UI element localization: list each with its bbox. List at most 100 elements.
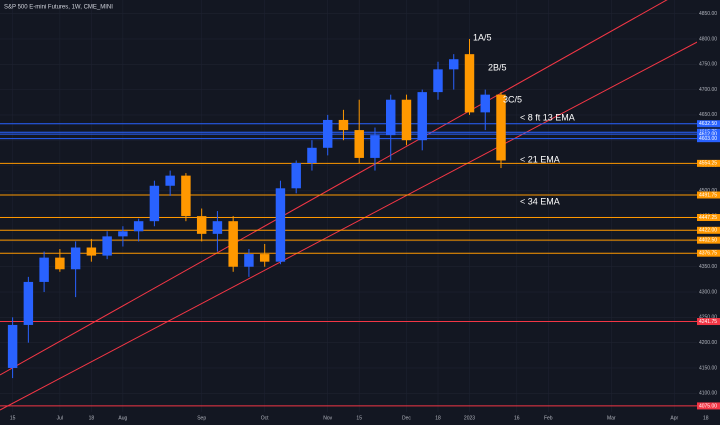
- annotation: < 8 ft 13 EMA: [520, 112, 575, 122]
- annotation: 3C/5: [503, 94, 522, 104]
- grid: [0, 0, 707, 412]
- x-tick-label: 15: [356, 415, 362, 421]
- y-tick-label: 4800.00: [699, 36, 717, 42]
- x-tick-label: 18: [435, 415, 441, 421]
- y-tick-label: 4100.00: [699, 391, 717, 397]
- annotation: 2B/5: [488, 62, 507, 72]
- candle-body: [228, 221, 238, 267]
- candle-body: [417, 92, 427, 141]
- candle-body: [496, 94, 506, 161]
- candle-body: [401, 99, 412, 141]
- candle-body: [322, 119, 333, 148]
- level-tag: [697, 249, 720, 257]
- candle-body: [39, 257, 49, 282]
- candle-body: [102, 236, 112, 256]
- candle-body: [259, 254, 270, 262]
- level-tag: [697, 226, 720, 234]
- level-tag: [697, 120, 720, 128]
- level-tag: [697, 159, 720, 167]
- candle-body: [181, 175, 191, 217]
- y-tick-label: 4300.00: [699, 289, 717, 295]
- level-tag: [697, 191, 720, 199]
- price-axis: [697, 0, 720, 412]
- candle-body: [354, 130, 364, 158]
- candle-body: [133, 221, 144, 232]
- y-tick-label: 4500.00: [699, 188, 717, 194]
- candle-body: [23, 281, 34, 325]
- y-tick-label: 4700.00: [699, 87, 717, 93]
- candle-body: [370, 135, 380, 158]
- level-tag: [697, 214, 720, 222]
- annotation: < 21 EMA: [520, 154, 560, 164]
- candle-body: [291, 162, 301, 189]
- candle-body: [275, 188, 286, 262]
- y-tick-label: 4150.00: [699, 365, 717, 371]
- y-tick-label: 4250.00: [699, 315, 717, 321]
- level-label: 4554.25: [699, 161, 717, 167]
- level-tag: [697, 236, 720, 244]
- level-label: 4491.75: [699, 192, 717, 198]
- x-tick-label: Jul: [57, 415, 63, 421]
- candle-body: [196, 216, 207, 234]
- level-tag: [697, 402, 720, 410]
- x-tick-label: Dec: [402, 415, 411, 421]
- level-label: 4075.00: [699, 403, 717, 409]
- x-tick-label: 16: [514, 415, 520, 421]
- level-label: 4422.00: [699, 228, 717, 234]
- x-tick-label: 18: [703, 415, 709, 421]
- x-tick-label: Oct: [261, 415, 269, 421]
- candle-body: [464, 54, 475, 113]
- x-tick-label: 2023: [464, 415, 475, 421]
- level-label: 4612.00: [699, 131, 717, 137]
- x-tick-label: 15: [10, 415, 16, 421]
- axis-labels: 4100.00 4150.00 4200.00 4250.00 4300.00 4350.…: [10, 11, 720, 421]
- x-tick-label: Aug: [118, 415, 127, 421]
- annotation: 1A/5: [473, 32, 492, 42]
- level-label: 4241.75: [699, 319, 717, 325]
- candle-body: [338, 119, 349, 131]
- candle-body: [385, 99, 396, 136]
- annotations: 1A/5 2B/5 3C/5 < 8 ft 13 EMA < 21 EMA < 34 EM…: [473, 32, 575, 206]
- trend-channel-upper: [0, 0, 668, 376]
- candle-body: [433, 69, 443, 93]
- levels: [0, 123, 697, 407]
- candle-body: [480, 94, 490, 113]
- candles: [7, 38, 506, 379]
- candle-body: [244, 254, 254, 267]
- x-tick-label: Nov: [323, 415, 332, 421]
- level-label: 4603.00: [699, 136, 717, 142]
- candle-body: [307, 147, 317, 163]
- level-tag: [697, 135, 720, 143]
- candle-body: [55, 257, 65, 270]
- x-tick-label: Apr: [670, 415, 678, 421]
- level-label: 4402.50: [699, 237, 717, 243]
- level-label: 4447.25: [699, 215, 717, 221]
- y-tick-label: 4750.00: [699, 62, 717, 68]
- candle-body: [149, 185, 160, 222]
- candle-body: [118, 231, 128, 237]
- level-label: 4376.75: [699, 251, 717, 257]
- y-tick-label: 4850.00: [699, 11, 717, 17]
- candle-body: [212, 221, 223, 234]
- candle-body: [449, 59, 459, 70]
- x-tick-label: Feb: [544, 415, 553, 421]
- y-tick-label: 4200.00: [699, 340, 717, 346]
- x-tick-label: Sep: [197, 415, 206, 421]
- y-tick-label: 4650.00: [699, 112, 717, 118]
- level-tag: [697, 318, 720, 326]
- candle-body: [165, 175, 175, 186]
- level-tag: [697, 130, 720, 138]
- level-label: 4632.50: [699, 121, 717, 127]
- x-tick-label: Mar: [607, 415, 616, 421]
- time-axis: [0, 412, 720, 425]
- candle-body: [7, 324, 18, 368]
- candle-body: [70, 247, 81, 270]
- annotation: < 34 EMA: [520, 196, 560, 206]
- candle-body: [86, 247, 97, 256]
- y-tick-label: 4350.00: [699, 264, 717, 270]
- x-tick-label: 18: [89, 415, 95, 421]
- trend-channel-lower: [0, 29, 720, 411]
